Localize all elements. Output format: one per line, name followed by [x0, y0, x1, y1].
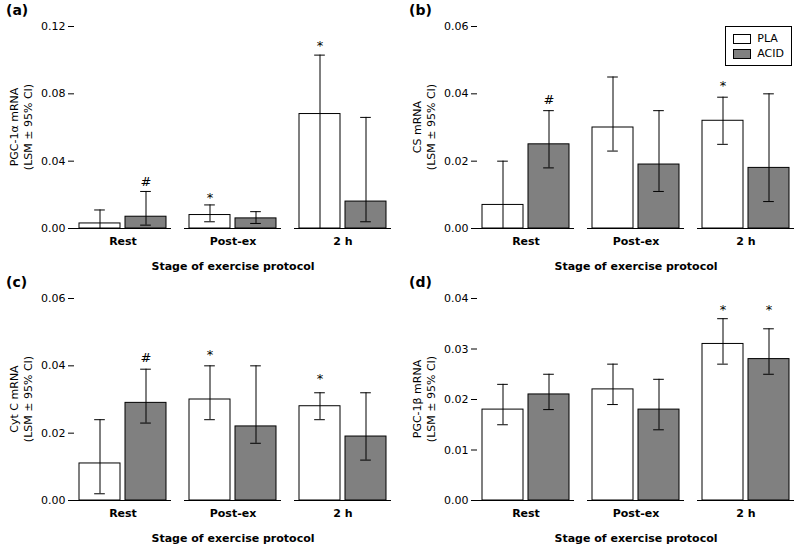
svg-text:Post-ex: Post-ex	[210, 507, 257, 520]
html-text:(a): (a)	[6, 2, 29, 18]
svg-text:Stage of exercise protocol: Stage of exercise protocol	[151, 260, 314, 273]
svg-text:0.02: 0.02	[444, 393, 469, 406]
svg-text:0.08: 0.08	[41, 87, 66, 100]
html-text:PLA: PLA	[757, 32, 778, 45]
svg-text:*: *	[766, 302, 773, 317]
svg-text:Rest: Rest	[512, 235, 540, 248]
svg-text:0.01: 0.01	[444, 444, 469, 457]
html-text:(d): (d)	[409, 274, 432, 290]
svg-text:0.06: 0.06	[444, 20, 469, 33]
svg-text:0.00: 0.00	[444, 494, 469, 507]
html-text:(b): (b)	[409, 2, 432, 18]
svg-text:2 h: 2 h	[333, 235, 352, 248]
svg-text:*: *	[317, 38, 324, 53]
svg-text:0.00: 0.00	[41, 494, 66, 507]
svg-text:Post-ex: Post-ex	[613, 235, 660, 248]
svg-text:Rest: Rest	[109, 235, 137, 248]
svg-text:*: *	[720, 302, 727, 317]
svg-text:Post-ex: Post-ex	[210, 235, 257, 248]
html-text:CS mRNA (LSM ± 95% CI): CS mRNA (LSM ± 95% CI)	[411, 83, 438, 171]
html-text:PGC-1β mRNA (LSM ± 95% CI): PGC-1β mRNA (LSM ± 95% CI)	[411, 355, 438, 443]
svg-text:0.02: 0.02	[444, 155, 469, 168]
svg-text:0.03: 0.03	[444, 343, 469, 356]
html-text:(c): (c)	[6, 274, 28, 290]
svg-text:Post-ex: Post-ex	[613, 507, 660, 520]
svg-text:*: *	[317, 371, 324, 386]
svg-text:Rest: Rest	[512, 507, 540, 520]
svg-text:*: *	[207, 190, 214, 205]
svg-text:0.06: 0.06	[41, 292, 66, 305]
svg-text:Rest: Rest	[109, 507, 137, 520]
svg-text:0.04: 0.04	[444, 87, 469, 100]
svg-text:*: *	[720, 78, 727, 93]
svg-text:2 h: 2 h	[736, 235, 755, 248]
svg-text:0.04: 0.04	[444, 292, 469, 305]
svg-text:#: #	[141, 174, 152, 189]
svg-text:0.00: 0.00	[41, 222, 66, 235]
svg-text:0.04: 0.04	[41, 155, 66, 168]
svg-text:*: *	[207, 347, 214, 362]
svg-text:2 h: 2 h	[333, 507, 352, 520]
html-text:PGC-1α mRNA (LSM ± 95% CI): PGC-1α mRNA (LSM ± 95% CI)	[8, 83, 35, 171]
html-text:Cyt C mRNA (LSM ± 95% CI): Cyt C mRNA (LSM ± 95% CI)	[8, 355, 35, 443]
svg-text:Stage of exercise protocol: Stage of exercise protocol	[554, 532, 717, 544]
svg-text:0.04: 0.04	[41, 359, 66, 372]
svg-text:#: #	[141, 350, 152, 365]
svg-text:2 h: 2 h	[736, 507, 755, 520]
svg-text:Stage of exercise protocol: Stage of exercise protocol	[151, 532, 314, 544]
svg-text:0.00: 0.00	[444, 222, 469, 235]
svg-text:0.12: 0.12	[41, 20, 66, 33]
svg-text:0.02: 0.02	[41, 427, 66, 440]
html-text:ACID: ACID	[757, 47, 784, 60]
svg-text:Stage of exercise protocol: Stage of exercise protocol	[554, 260, 717, 273]
svg-text:#: #	[544, 92, 555, 107]
